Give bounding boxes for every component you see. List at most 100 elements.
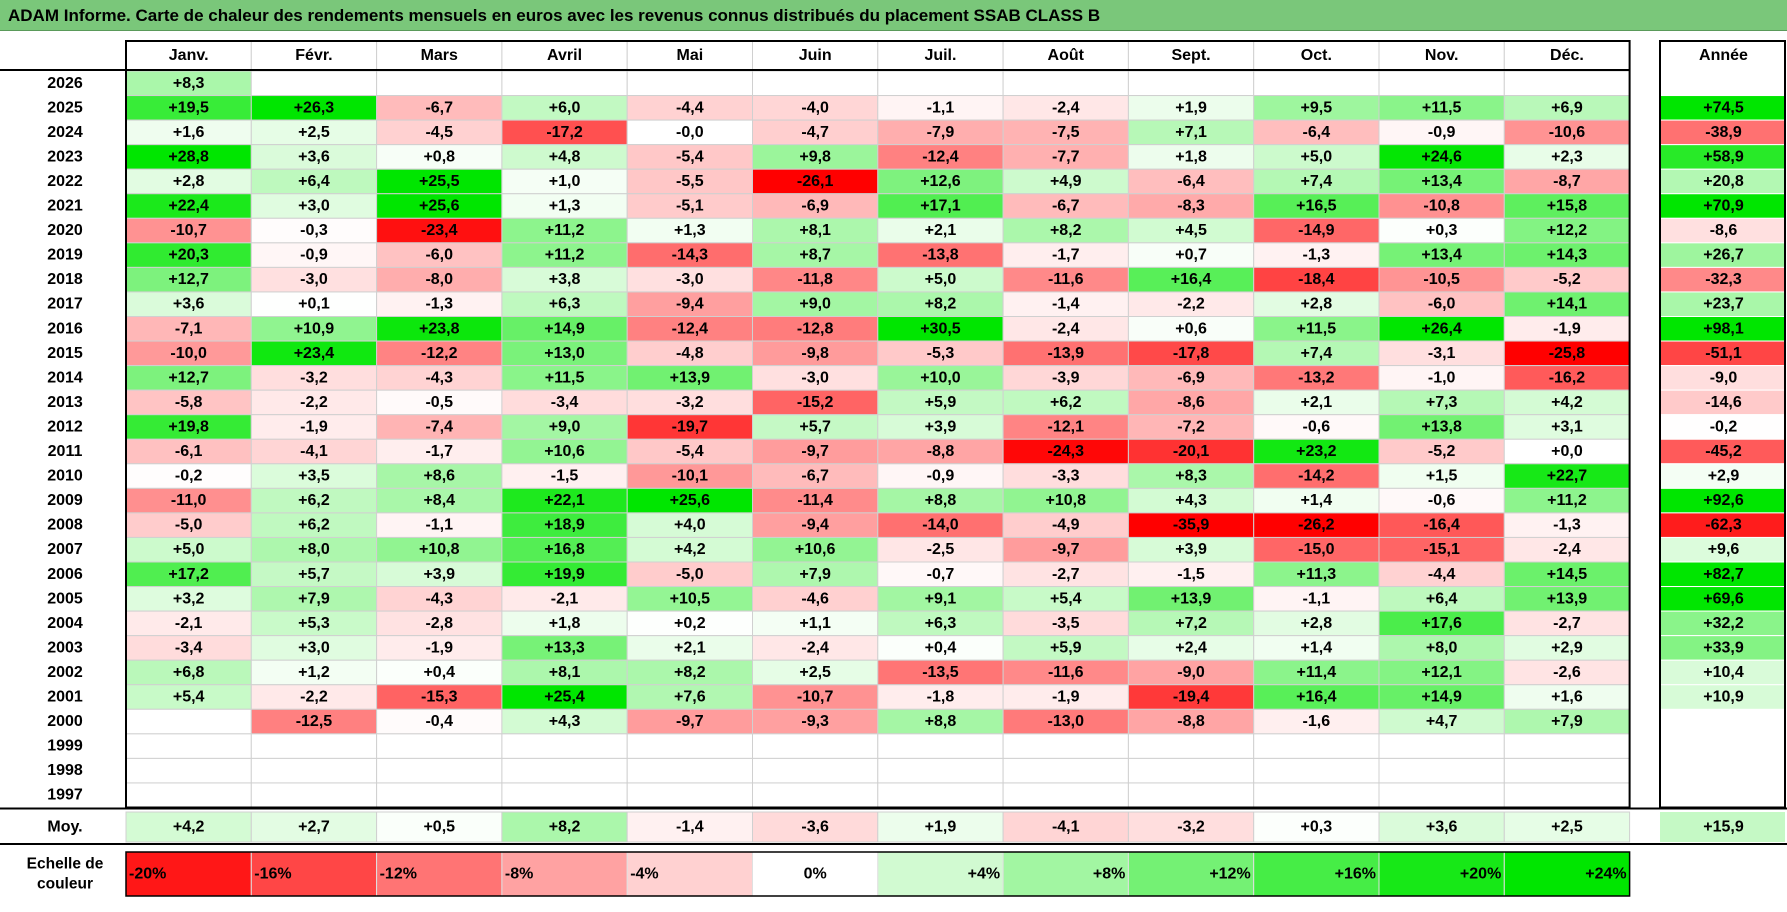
heatmap-cell <box>752 610 879 637</box>
heatmap-cell-value: -0,5 <box>425 394 453 411</box>
heatmap-cell-value: +16,4 <box>1296 689 1337 706</box>
annual-cell <box>1660 709 1785 734</box>
annual-cell <box>1659 684 1786 710</box>
heatmap-cell <box>626 438 754 465</box>
heatmap-cell-value: +2,8 <box>1301 615 1333 632</box>
heatmap-cell <box>1253 168 1380 195</box>
annual-cell-value: -32,3 <box>1705 271 1742 288</box>
annual-cell-value: +32,2 <box>1703 615 1744 632</box>
scale-swatch-label: +16% <box>1335 866 1376 883</box>
heatmap-cell-value: -26,1 <box>797 173 834 190</box>
month-header-label: Janv. <box>169 47 209 64</box>
heatmap-cell <box>1378 291 1505 318</box>
heatmap-cell <box>1253 70 1380 97</box>
heatmap-cell-value: -13,0 <box>1048 713 1085 730</box>
annual-cell-value: +74,5 <box>1703 99 1744 116</box>
heatmap-cell-value: -16,2 <box>1549 369 1586 386</box>
heatmap-cell-value: -1,9 <box>1553 320 1581 337</box>
average-annual-cell <box>1660 812 1785 842</box>
annual-header-cell <box>1660 41 1785 70</box>
heatmap-cell <box>1503 242 1631 268</box>
scale-swatch <box>626 851 754 897</box>
heatmap-cell-value: +5,9 <box>1050 639 1082 656</box>
scale-swatch-label: +8% <box>1093 866 1125 883</box>
scale-swatch-label: -16% <box>254 866 291 883</box>
heatmap-cell-value: +0,4 <box>423 664 455 681</box>
heatmap-cell-value: +13,0 <box>544 345 585 362</box>
heatmap-cell-value: +6,0 <box>549 99 581 116</box>
month-header-label: Nov. <box>1425 47 1458 64</box>
chart-title: ADAM Informe. Carte de chaleur des rende… <box>0 0 1787 31</box>
heatmap-cell <box>1503 193 1631 219</box>
average-cell-value: -4,1 <box>1052 819 1080 836</box>
heatmap-cell <box>1378 487 1505 514</box>
heatmap-cell <box>1127 119 1255 146</box>
heatmap-cell-value: +8,4 <box>423 492 455 509</box>
heatmap-cell <box>1002 70 1129 97</box>
heatmap-cell-value: -2,2 <box>300 394 328 411</box>
heatmap-cell <box>1253 708 1380 735</box>
heatmap-cell <box>1378 536 1505 563</box>
heatmap-cell-value: -12,2 <box>421 345 458 362</box>
heatmap-cell <box>877 340 1004 367</box>
heatmap-cell-value: -23,4 <box>421 222 458 239</box>
heatmap-cell-value: -5,0 <box>175 517 203 534</box>
heatmap-cell <box>1253 144 1380 170</box>
heatmap-cell <box>1378 414 1505 440</box>
scale-swatch <box>376 851 503 897</box>
heatmap-cell-value: -2,4 <box>1052 320 1080 337</box>
heatmap-cell-value: -4,8 <box>676 345 704 362</box>
heatmap-cell <box>125 586 252 612</box>
heatmap-cell <box>877 168 1004 195</box>
heatmap-cell <box>376 95 503 121</box>
heatmap-cell-value: +10,5 <box>670 590 711 607</box>
annual-cell-value: +98,1 <box>1703 320 1744 337</box>
heatmap-cell <box>125 340 252 367</box>
heatmap-cell-value: -14,2 <box>1298 468 1335 485</box>
heatmap-cell-value: +6,2 <box>298 517 330 534</box>
annual-header-label: Année <box>1699 47 1748 64</box>
heatmap-cell-value: -2,4 <box>1052 99 1080 116</box>
heatmap-cell-value: -0,6 <box>1303 418 1331 435</box>
heatmap-cell-value: -9,4 <box>676 296 704 313</box>
heatmap-cell-value: -0,9 <box>927 468 955 485</box>
year-label: 2011 <box>48 443 83 460</box>
heatmap-cell-value: +0,7 <box>1175 247 1207 264</box>
heatmap-cell-value: +3,8 <box>549 271 581 288</box>
heatmap-cell <box>501 70 628 97</box>
heatmap-cell-value: +5,4 <box>1050 590 1082 607</box>
heatmap-cell <box>626 144 754 170</box>
heatmap-cell <box>752 242 879 268</box>
heatmap-cell-value: +4,7 <box>1426 713 1458 730</box>
average-cell-value: +3,6 <box>1426 819 1458 836</box>
heatmap-cell-value: -0,7 <box>927 566 955 583</box>
heatmap-cell-value: +7,6 <box>674 689 706 706</box>
heatmap-cell-value: -11,0 <box>171 492 207 509</box>
heatmap-cell <box>376 586 503 612</box>
annual-cell-value: +26,7 <box>1703 247 1744 264</box>
heatmap-cell-value: +11,2 <box>1547 492 1587 509</box>
heatmap-cell <box>1127 635 1255 661</box>
heatmap-cell-value: -4,5 <box>425 124 453 141</box>
heatmap-cell-value: +13,4 <box>1421 173 1462 190</box>
heatmap-cell <box>376 217 503 244</box>
heatmap-cell-value: -2,6 <box>1553 664 1581 681</box>
year-label: 2019 <box>47 247 83 264</box>
heatmap-cell <box>1378 193 1505 219</box>
heatmap-cell-value: +10,8 <box>1046 492 1087 509</box>
heatmap-cell <box>125 119 252 146</box>
year-label: 2018 <box>47 271 83 288</box>
heatmap-cell-value: +2,1 <box>1301 394 1333 411</box>
annual-cell <box>1659 414 1786 440</box>
heatmap-cell-value: -13,8 <box>922 247 959 264</box>
heatmap-cell-value: +8,8 <box>925 492 957 509</box>
heatmap-cell-value: -6,7 <box>1052 198 1080 215</box>
heatmap-cell <box>125 193 252 219</box>
heatmap-cell <box>1127 144 1255 170</box>
heatmap-cell <box>1127 193 1255 219</box>
heatmap-cell <box>125 168 252 195</box>
heatmap-cell <box>1002 782 1129 809</box>
heatmap-cell <box>626 635 754 661</box>
heatmap-cell <box>1253 536 1380 563</box>
heatmap-cell <box>877 291 1004 318</box>
